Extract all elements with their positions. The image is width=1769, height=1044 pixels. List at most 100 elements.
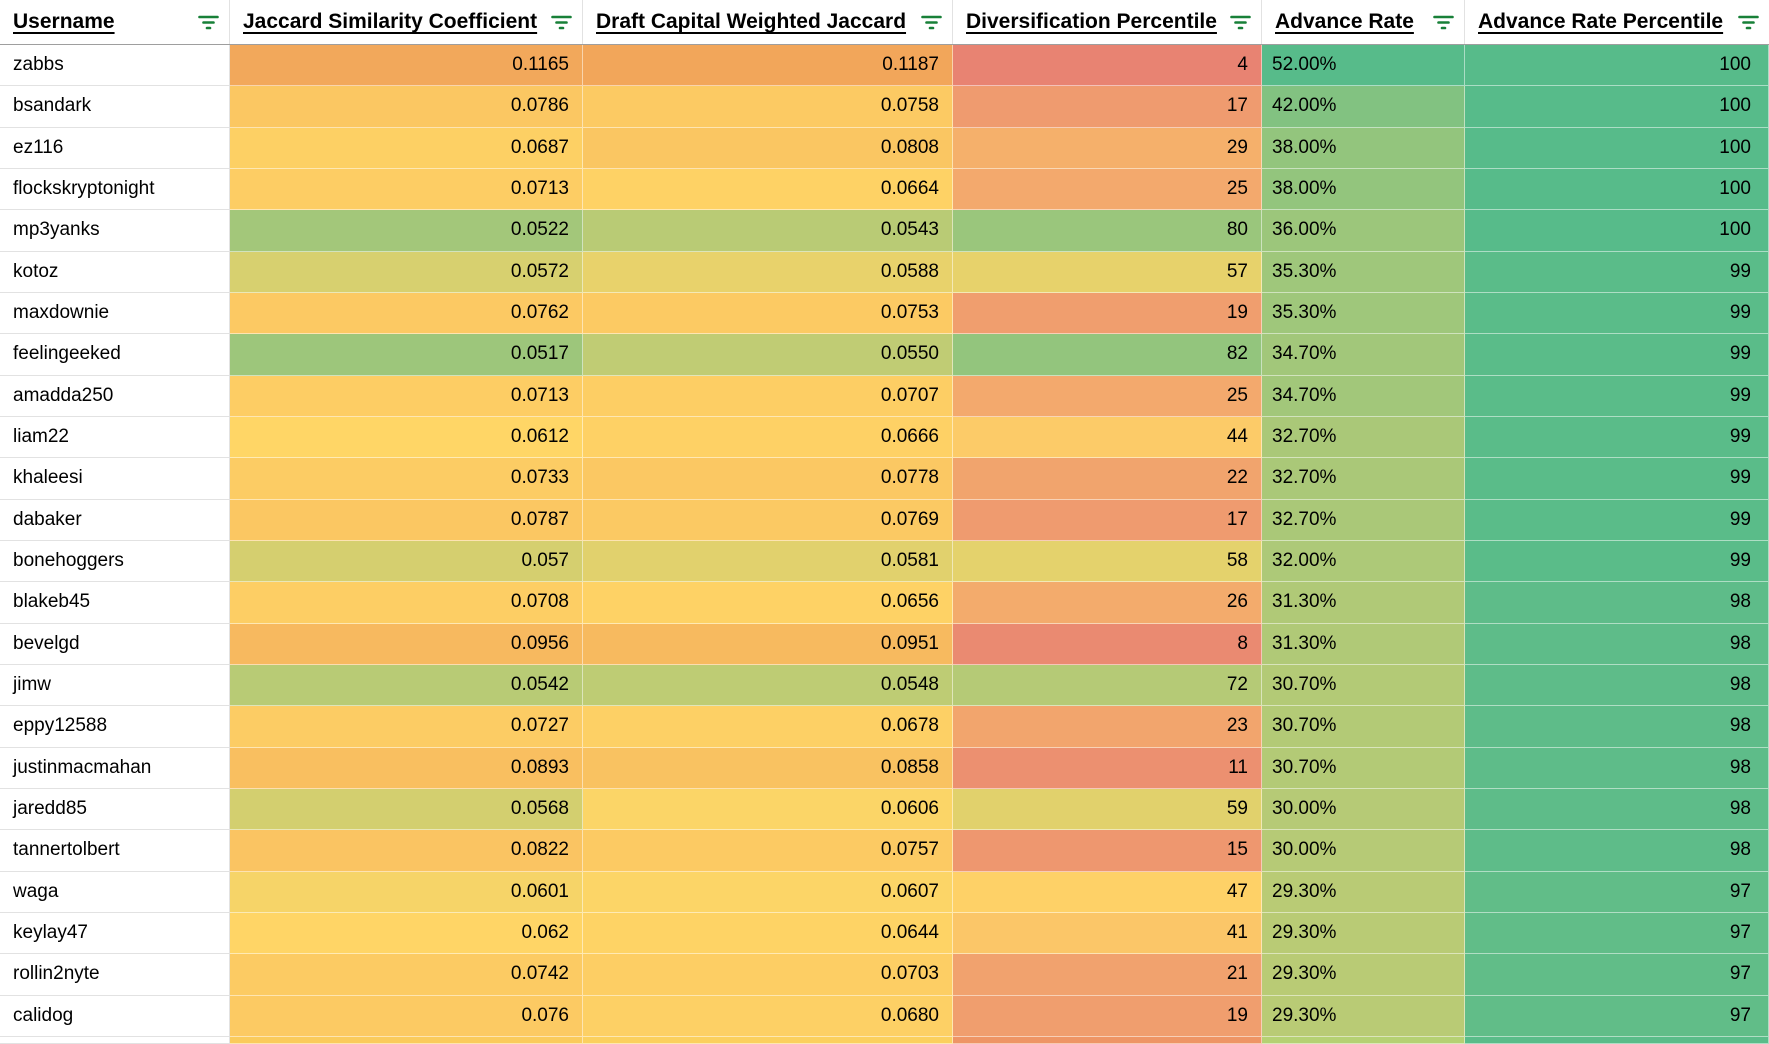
cell-rate[interactable]: 34.70% [1262, 375, 1465, 417]
cell-jaccard[interactable]: 0.0786 [230, 86, 583, 128]
cell-pct[interactable]: 99 [1465, 540, 1769, 583]
cell-div[interactable]: 19 [953, 292, 1262, 335]
cell-pct[interactable]: 98 [1465, 664, 1769, 707]
cell-username[interactable]: waga [0, 871, 230, 913]
cell-jaccard[interactable]: 0.0893 [230, 747, 583, 789]
cell-username[interactable]: khaleesi [0, 458, 230, 500]
cell-pct[interactable]: 99 [1465, 251, 1769, 293]
cell-username[interactable]: jimw [0, 664, 230, 707]
cell-rate[interactable]: 34.70% [1262, 334, 1465, 376]
cell-rate[interactable]: 38.00% [1262, 168, 1465, 211]
cell-div[interactable]: 72 [953, 664, 1262, 707]
cell-div[interactable]: 59 [953, 788, 1262, 831]
cell-jaccard[interactable]: 0.0568 [230, 788, 583, 831]
cell-draft[interactable]: 0.0753 [583, 292, 953, 335]
filter-icon[interactable] [1229, 13, 1252, 32]
cell-div[interactable]: 21 [953, 954, 1262, 996]
cell-draft[interactable]: 0.0703 [583, 954, 953, 996]
cell-rate[interactable]: 32.70% [1262, 499, 1465, 541]
cell-username[interactable]: maxdownie [0, 292, 230, 335]
cell-draft[interactable]: 0.0656 [583, 582, 953, 624]
column-header-jaccard[interactable]: Jaccard Similarity Coefficient [230, 0, 583, 44]
cell-pct[interactable]: 100 [1465, 45, 1769, 87]
cell-pct[interactable]: 98 [1465, 623, 1769, 665]
cell-rate[interactable]: 31.30% [1262, 623, 1465, 665]
cell-jaccard[interactable]: 0.0762 [230, 292, 583, 335]
cell-draft[interactable]: 0.0707 [583, 375, 953, 417]
column-header-draft[interactable]: Draft Capital Weighted Jaccard [583, 0, 953, 44]
cell-username[interactable]: jaredd85 [0, 788, 230, 831]
cell-jaccard[interactable]: 0.0713 [230, 168, 583, 211]
cell-jaccard[interactable]: 0.0522 [230, 210, 583, 252]
cell-div[interactable]: 17 [953, 499, 1262, 541]
cell-pct[interactable]: 100 [1465, 210, 1769, 252]
cell-rate[interactable]: 38.00% [1262, 127, 1465, 169]
cell-div[interactable]: 11 [953, 747, 1262, 789]
cell-pct[interactable]: 98 [1465, 706, 1769, 748]
cell-jaccard[interactable]: 0.0708 [230, 582, 583, 624]
cell-div[interactable]: 58 [953, 540, 1262, 583]
cell-rate[interactable]: 42.00% [1262, 86, 1465, 128]
cell-draft[interactable]: 0.0778 [583, 458, 953, 500]
cell-jaccard[interactable]: 0.0601 [230, 871, 583, 913]
cell-username[interactable]: bsandark [0, 86, 230, 128]
cell-username[interactable]: flockskryptonight [0, 168, 230, 211]
cell-pct[interactable]: 99 [1465, 416, 1769, 459]
cell-username[interactable]: ez116 [0, 127, 230, 169]
cell-draft[interactable] [583, 1036, 953, 1044]
cell-rate[interactable] [1262, 1036, 1465, 1044]
cell-pct[interactable]: 98 [1465, 582, 1769, 624]
cell-pct[interactable]: 98 [1465, 747, 1769, 789]
cell-draft[interactable]: 0.0951 [583, 623, 953, 665]
cell-div[interactable]: 23 [953, 706, 1262, 748]
column-header-username[interactable]: Username [0, 0, 230, 44]
cell-jaccard[interactable]: 0.0787 [230, 499, 583, 541]
cell-rate[interactable]: 31.30% [1262, 582, 1465, 624]
cell-draft[interactable]: 0.0543 [583, 210, 953, 252]
cell-jaccard[interactable] [230, 1036, 583, 1044]
cell-div[interactable]: 57 [953, 251, 1262, 293]
cell-draft[interactable]: 0.0588 [583, 251, 953, 293]
cell-username[interactable]: calidog [0, 995, 230, 1037]
cell-username[interactable] [0, 1036, 230, 1044]
cell-rate[interactable]: 30.70% [1262, 747, 1465, 789]
cell-draft[interactable]: 0.0680 [583, 995, 953, 1037]
cell-draft[interactable]: 0.0581 [583, 540, 953, 583]
cell-username[interactable]: justinmacmahan [0, 747, 230, 789]
cell-div[interactable]: 25 [953, 168, 1262, 211]
cell-jaccard[interactable]: 0.0956 [230, 623, 583, 665]
cell-jaccard[interactable]: 0.057 [230, 540, 583, 583]
cell-pct[interactable]: 100 [1465, 86, 1769, 128]
cell-draft[interactable]: 0.0644 [583, 912, 953, 955]
cell-jaccard[interactable]: 0.0742 [230, 954, 583, 996]
cell-rate[interactable]: 30.70% [1262, 664, 1465, 707]
cell-rate[interactable]: 29.30% [1262, 871, 1465, 913]
cell-div[interactable]: 44 [953, 416, 1262, 459]
filter-icon[interactable] [920, 13, 943, 32]
cell-username[interactable]: bevelgd [0, 623, 230, 665]
cell-div[interactable]: 22 [953, 458, 1262, 500]
cell-div[interactable]: 8 [953, 623, 1262, 665]
cell-div[interactable]: 17 [953, 86, 1262, 128]
cell-jaccard[interactable]: 0.0612 [230, 416, 583, 459]
cell-username[interactable]: feelingeeked [0, 334, 230, 376]
cell-div[interactable]: 80 [953, 210, 1262, 252]
cell-draft[interactable]: 0.0550 [583, 334, 953, 376]
cell-rate[interactable]: 29.30% [1262, 912, 1465, 955]
cell-rate[interactable]: 30.70% [1262, 706, 1465, 748]
cell-div[interactable]: 4 [953, 45, 1262, 87]
cell-rate[interactable]: 35.30% [1262, 251, 1465, 293]
cell-jaccard[interactable]: 0.0687 [230, 127, 583, 169]
cell-draft[interactable]: 0.0664 [583, 168, 953, 211]
cell-pct[interactable]: 99 [1465, 334, 1769, 376]
cell-draft[interactable]: 0.0678 [583, 706, 953, 748]
cell-div[interactable]: 82 [953, 334, 1262, 376]
cell-div[interactable]: 47 [953, 871, 1262, 913]
cell-rate[interactable]: 30.00% [1262, 830, 1465, 872]
cell-div[interactable]: 15 [953, 830, 1262, 872]
cell-jaccard[interactable]: 0.0713 [230, 375, 583, 417]
cell-pct[interactable]: 99 [1465, 375, 1769, 417]
cell-draft[interactable]: 0.1187 [583, 45, 953, 87]
cell-username[interactable]: bonehoggers [0, 540, 230, 583]
cell-draft[interactable]: 0.0757 [583, 830, 953, 872]
